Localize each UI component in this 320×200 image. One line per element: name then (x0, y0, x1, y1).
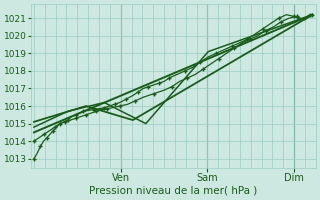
X-axis label: Pression niveau de la mer( hPa ): Pression niveau de la mer( hPa ) (90, 186, 258, 196)
